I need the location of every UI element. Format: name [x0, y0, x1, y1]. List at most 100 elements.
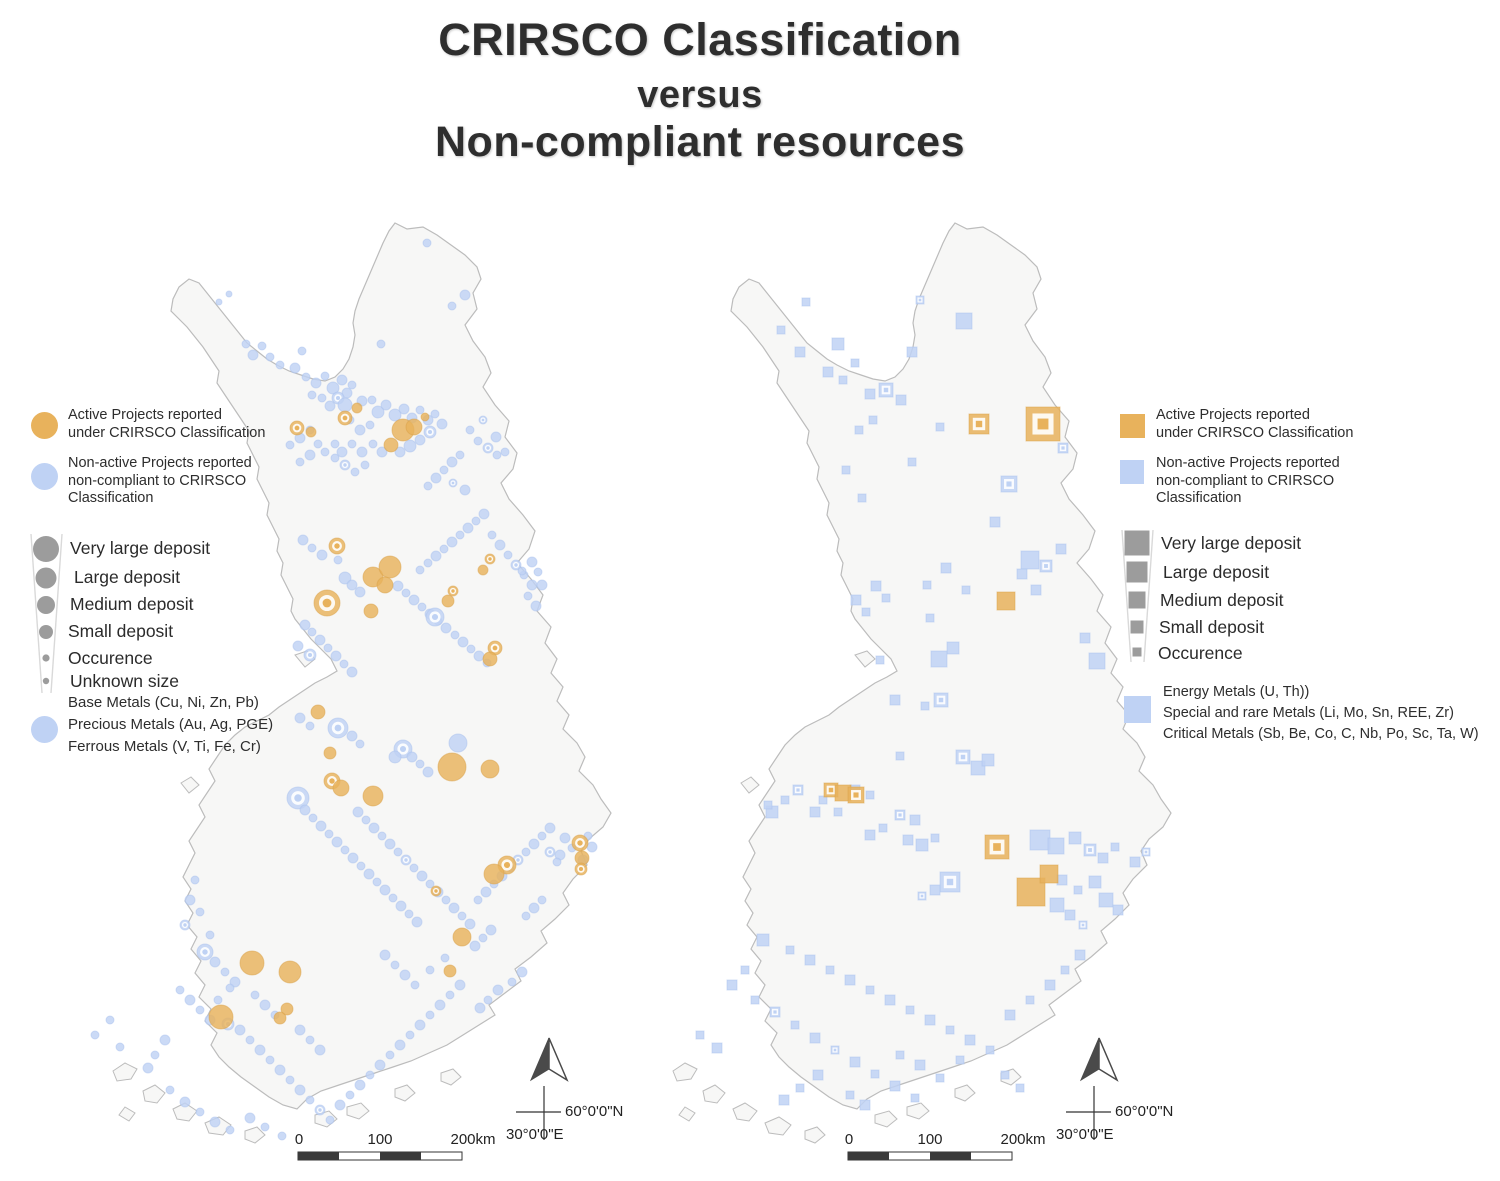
non-active-deposit-point: [352, 806, 364, 818]
archipelago-island: [346, 1102, 370, 1120]
non-active-deposit-point: [430, 472, 442, 484]
title-line-2: versus: [637, 74, 763, 116]
non-active-deposit-point: [533, 567, 543, 577]
non-active-deposit-point: [209, 1116, 221, 1128]
non-active-deposit-point: [313, 439, 323, 449]
non-active-deposit-point: [909, 814, 921, 826]
non-active-deposit-point: [457, 911, 467, 921]
archipelago-island: [678, 1106, 696, 1122]
metals-square-legend-icon: [1124, 696, 1151, 723]
non-active-deposit-point: [294, 1024, 306, 1036]
size-class-label: Medium deposit: [70, 594, 194, 614]
non-active-deposit-point: [841, 465, 851, 475]
north-arrow-left-icon: [529, 1037, 569, 1082]
non-active-deposit-point: [411, 916, 423, 928]
non-active-deposit-point: [350, 467, 360, 477]
non-active-deposit-point: [142, 1062, 154, 1074]
non-active-deposit-point: [1016, 568, 1028, 580]
non-active-deposit-point: [354, 1079, 366, 1091]
non-active-deposit-point: [307, 543, 317, 553]
legend-right-active-label: Active Projects reported under CRIRSCO C…: [1156, 407, 1354, 441]
non-active-deposit-point: [376, 339, 386, 349]
active-deposit-point: [310, 704, 326, 720]
non-active-deposit-point: [804, 954, 816, 966]
map-right-finland: [672, 222, 1172, 1144]
non-active-deposit-point: [795, 1083, 805, 1093]
archipelago-island: [672, 1062, 698, 1082]
non-active-deposit-point: [929, 884, 941, 896]
non-active-deposit-point: [790, 1020, 800, 1030]
non-active-deposit-point: [324, 829, 334, 839]
non-active-deposit-point: [234, 1024, 246, 1036]
archipelago-island: [118, 1106, 136, 1122]
non-active-deposit-point: [955, 1055, 965, 1065]
non-active-deposit-point: [410, 980, 420, 990]
active-deposit-point: [278, 960, 302, 984]
non-active-deposit-point: [1088, 875, 1102, 889]
non-active-deposit-point: [434, 999, 446, 1011]
active-deposit-point: [273, 1011, 287, 1025]
non-active-deposit-point: [317, 393, 327, 403]
non-active-deposit-point: [334, 1099, 346, 1111]
non-active-deposit-point: [379, 884, 391, 896]
non-active-deposit-point: [336, 374, 348, 386]
active-deposit-point: [405, 418, 423, 436]
non-active-deposit-point: [355, 739, 365, 749]
size-class-label: Occurence: [68, 648, 153, 668]
non-active-deposit-point: [1098, 892, 1114, 908]
archipelago-island: [906, 1102, 930, 1120]
active-deposit-point: [323, 746, 337, 760]
active-deposit-point: [1039, 864, 1059, 884]
archipelago-island: [854, 650, 876, 668]
non-active-deposit-point: [536, 579, 548, 591]
non-active-deposit-point: [414, 434, 426, 446]
non-active-deposit-point: [257, 341, 267, 351]
non-active-deposit-point: [861, 607, 871, 617]
non-active-deposit-point: [292, 640, 304, 652]
non-active-deposit-point: [403, 439, 417, 453]
non-active-deposit-point: [955, 312, 973, 330]
non-active-deposit-point: [870, 1069, 880, 1079]
non-active-deposit-point: [946, 641, 960, 655]
scalebar-right-zero: 0: [844, 1131, 854, 1148]
non-active-deposit-point: [354, 586, 366, 598]
archipelago-island: [394, 1084, 416, 1102]
non-active-deposit-point: [374, 1059, 386, 1071]
non-active-deposit-point: [367, 395, 377, 405]
active-deposit-point: [378, 555, 402, 579]
non-active-deposit-point: [425, 879, 435, 889]
non-active-deposit-point: [275, 360, 285, 370]
non-active-deposit-point: [377, 831, 387, 841]
non-active-deposit-point: [517, 566, 527, 576]
non-active-deposit-point: [415, 565, 425, 575]
non-active-deposit-point: [849, 1056, 861, 1068]
non-active-deposit-point: [299, 619, 311, 631]
non-active-deposit-point: [90, 1030, 100, 1040]
non-active-deposit-point: [376, 446, 388, 458]
non-active-deposit-point: [325, 1115, 335, 1125]
non-active-deposit-point: [945, 1025, 955, 1035]
north-arrow-right-icon: [1079, 1037, 1119, 1082]
non-active-deposit-point: [245, 1035, 255, 1045]
title-line-3: Non-compliant resources: [435, 118, 965, 166]
longitude-label-right: 30°0'0"E: [1056, 1126, 1114, 1143]
non-active-deposit-point: [528, 902, 540, 914]
non-active-deposit-point: [905, 1005, 915, 1015]
size-class-label: Small deposit: [68, 621, 174, 641]
size-class-label: Occurence: [1158, 643, 1243, 663]
non-active-deposit-point: [865, 790, 875, 800]
non-active-deposit-point: [530, 600, 542, 612]
non-active-deposit-point: [895, 751, 905, 761]
non-active-deposit-point: [347, 852, 359, 864]
non-active-deposit-point: [1015, 1083, 1025, 1093]
non-active-deposit-point: [1025, 995, 1035, 1005]
non-active-deposit-point: [902, 834, 914, 846]
non-active-deposit-point: [384, 838, 396, 850]
non-active-deposit-point: [425, 965, 435, 975]
non-active-deposit-point: [910, 1093, 920, 1103]
non-active-deposit-point: [448, 733, 468, 753]
non-active-deposit-point: [915, 838, 929, 852]
size-legend-left-symbols: [30, 533, 63, 694]
non-active-deposit-point: [422, 766, 434, 778]
non-active-deposit-point: [884, 994, 896, 1006]
